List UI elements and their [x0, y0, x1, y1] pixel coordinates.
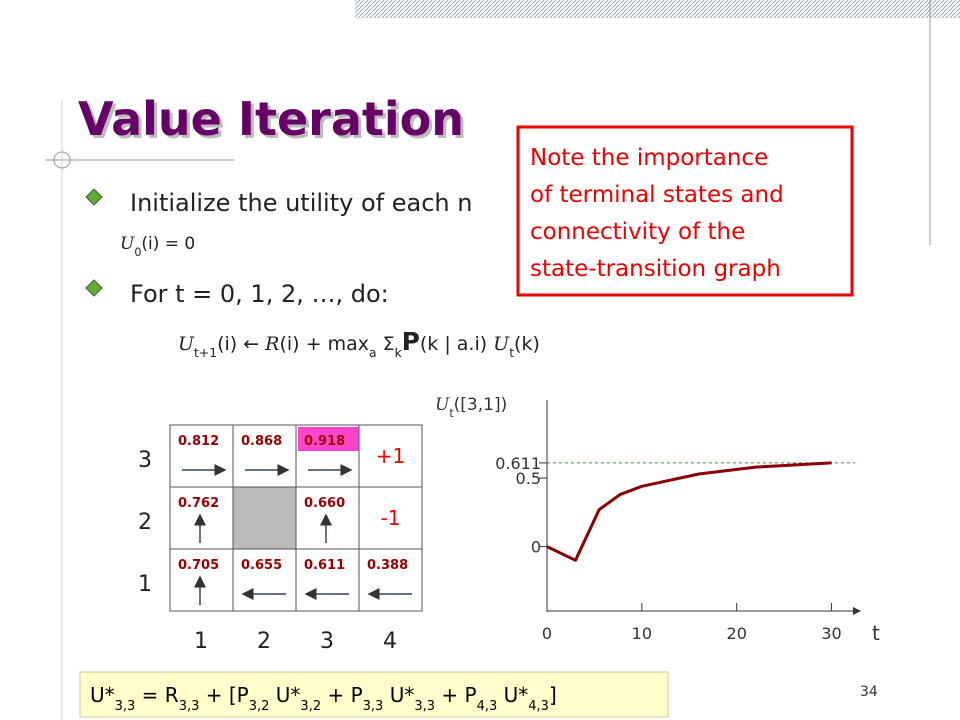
cell	[232, 486, 297, 550]
bullet-detail: U0(i) = 0	[120, 234, 195, 259]
bullet-icon	[85, 279, 103, 297]
row-label: 2	[138, 510, 152, 535]
bullet-text: Initialize the utility of each n	[130, 189, 472, 217]
text-run: U*	[90, 683, 115, 707]
cell-value: 0.611	[304, 558, 345, 573]
note-line: Note the importance	[530, 145, 768, 171]
page-number: 34	[860, 684, 878, 700]
text-run: ([3,1])	[454, 395, 508, 415]
y-axis-label: Ut([3,1])	[435, 395, 507, 420]
text-run: (k | a.i)	[420, 333, 493, 355]
note-box	[516, 125, 854, 297]
note-line: state-transition graph	[530, 256, 781, 282]
bullet-icon	[85, 188, 103, 206]
note: Note the importance of terminal states an…	[530, 145, 784, 282]
text-run: + [P	[199, 683, 248, 707]
note-line: connectivity of the	[530, 219, 745, 245]
subscript: 3,3	[414, 699, 435, 714]
subscript: k	[395, 346, 403, 360]
text-run: (i) ←	[217, 333, 265, 355]
text-run: U*	[383, 683, 414, 707]
text-run: Σ	[377, 333, 395, 355]
bullet-text: For t = 0, 1, 2, …, do:	[130, 280, 389, 308]
subscript: 0	[134, 246, 141, 259]
text-run: (i) + max	[279, 333, 369, 355]
y-tick-label: 0	[531, 538, 541, 557]
cell	[232, 424, 297, 488]
cell-value: 0.388	[367, 558, 408, 573]
x-tick-label: 10	[632, 624, 652, 643]
subscript: 3,2	[249, 699, 270, 714]
subscript: t+1	[194, 346, 217, 360]
col-label: 3	[320, 629, 334, 654]
decor-circle	[53, 151, 71, 169]
cell	[232, 548, 297, 612]
bullet-detail: Ut+1(i) ← R(i) + maxa ΣkP(k | a.i) Ut(k)	[178, 327, 540, 360]
subscript: 3,3	[179, 699, 200, 714]
text-run: U*	[269, 683, 300, 707]
x-tick-label: 30	[821, 624, 841, 643]
text-run: U	[493, 333, 510, 355]
cell	[358, 548, 423, 612]
text-run: P	[402, 327, 420, 356]
grid-world: 0.812 0.868 0.918 +1 0.762 0.660 -1 0.705 0.655 0…	[138, 424, 423, 654]
y-tick-label: 0.5	[516, 469, 541, 488]
text-run: (i) = 0	[141, 234, 195, 254]
text-run: (k)	[514, 333, 540, 355]
col-label: 2	[257, 629, 271, 654]
y-tick-label: 0.611	[495, 454, 541, 473]
decor-band	[355, 0, 960, 18]
x-tick-label: 20	[727, 624, 747, 643]
subscript: 3,3	[115, 699, 136, 714]
text-run: U	[435, 395, 450, 415]
text-run: ]	[549, 683, 557, 707]
x-tick-label: 0	[542, 624, 552, 643]
text-run: + P	[321, 683, 363, 707]
cell-highlight	[298, 427, 366, 451]
title: Value Iteration	[78, 92, 464, 146]
terminal-value: +1	[376, 444, 405, 468]
subscript: 4,3	[528, 699, 549, 714]
subscript: t	[509, 346, 514, 360]
title-shadow: Value Iteration	[81, 95, 467, 149]
subscript: 3,2	[300, 699, 321, 714]
subscript: 4,3	[477, 699, 498, 714]
col-label: 1	[194, 629, 208, 654]
text-run: R	[264, 333, 279, 355]
bottom-formula: U*3,3 = R3,3 + [P3,2 U*3,2 + P3,3 U*3,3 …	[90, 683, 557, 714]
col-label: 4	[383, 629, 397, 654]
note-line: of terminal states and	[530, 182, 784, 208]
cell	[358, 486, 423, 550]
formula-box	[79, 671, 669, 718]
cell-value: 0.705	[178, 558, 219, 573]
cell	[358, 424, 423, 488]
cell-value: 0.918	[304, 434, 345, 449]
cell-value: 0.762	[178, 496, 219, 511]
cell	[169, 424, 234, 488]
text-run: = R	[135, 683, 178, 707]
cell-value: 0.655	[241, 558, 282, 573]
text-run: U*	[497, 683, 528, 707]
data-line	[546, 461, 832, 562]
x-axis-label: t	[872, 621, 880, 645]
cell-value: 0.812	[178, 434, 219, 449]
text-run: + P	[435, 683, 477, 707]
row-label: 3	[138, 448, 152, 473]
text-run: U	[120, 234, 135, 254]
text-run: U	[178, 333, 195, 355]
terminal-value: -1	[381, 506, 401, 530]
subscript: 3,3	[363, 699, 384, 714]
row-label: 1	[138, 572, 152, 597]
cell-value: 0.868	[241, 434, 282, 449]
cell-value: 0.660	[304, 496, 345, 511]
subscript: a	[369, 346, 377, 360]
subscript: t	[449, 407, 454, 420]
